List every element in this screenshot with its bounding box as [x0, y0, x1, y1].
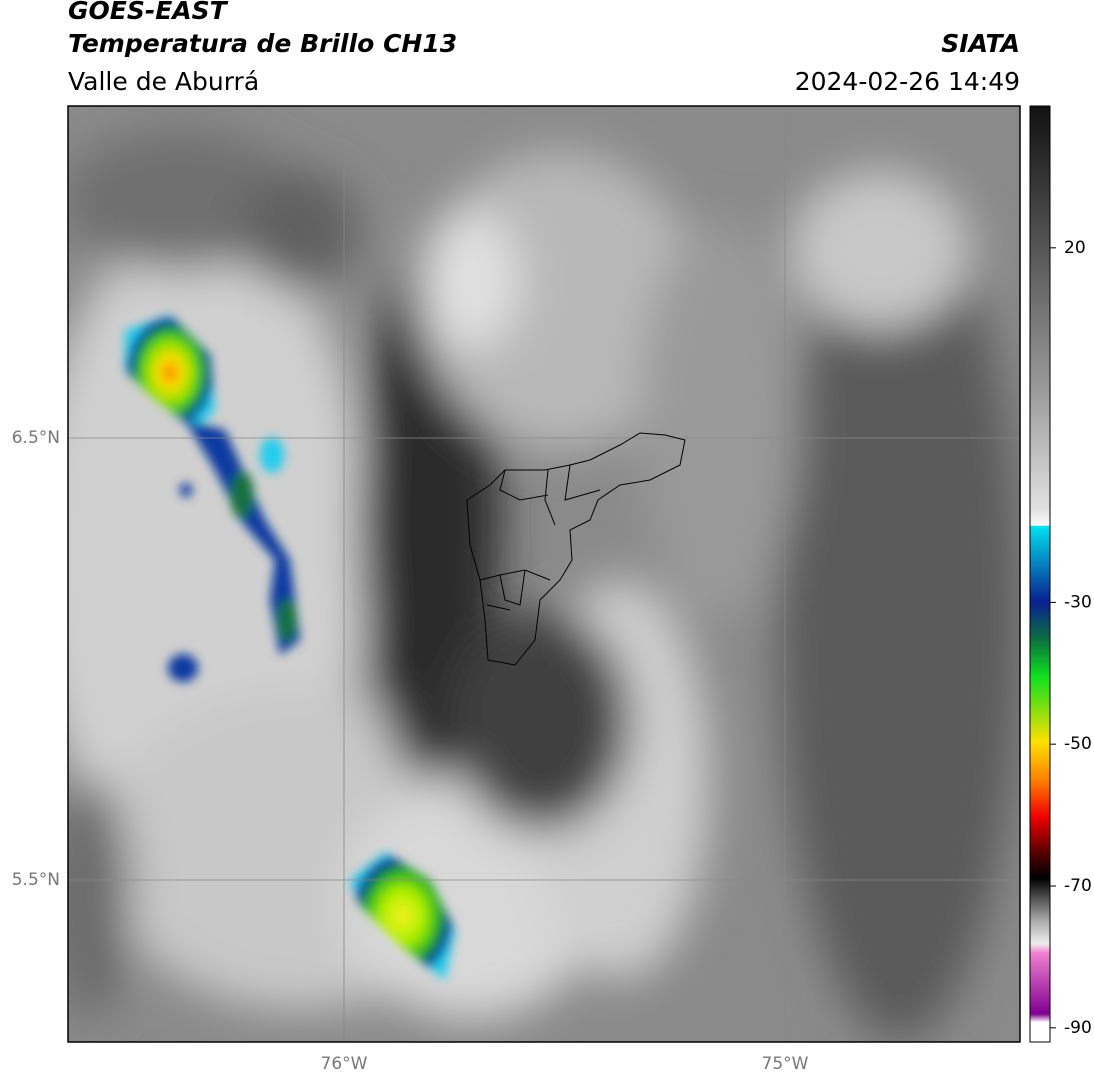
colorbar-tick-label: -30 — [1064, 592, 1092, 612]
colorbar-tick-label: -70 — [1064, 876, 1092, 896]
lon-label: 76°W — [321, 1054, 368, 1074]
title: GOES-EAST — [68, 0, 229, 25]
lon-label: 75°W — [762, 1054, 809, 1074]
valle-aburra-boundary — [466, 432, 686, 666]
lat-label: 5.5°N — [12, 870, 60, 890]
colorbar-tick-label: -90 — [1064, 1018, 1092, 1038]
colorbar — [1029, 105, 1051, 1043]
region: Valle de Aburrá — [68, 67, 259, 96]
subtitle: Temperatura de Brillo CH13 — [68, 29, 457, 58]
colorbar-tick-label: -50 — [1064, 734, 1092, 754]
colorbar-ticks: 20 -30 -50 -70 -90 — [1050, 238, 1092, 1038]
source: SIATA — [941, 29, 1020, 58]
satellite-image — [68, 106, 1020, 1042]
datetime: 2024-02-26 14:49 — [795, 67, 1020, 96]
map-frame — [67, 105, 1021, 1043]
colorbar-tick-label: 20 — [1064, 238, 1086, 258]
lat-label: 6.5°N — [12, 428, 60, 448]
